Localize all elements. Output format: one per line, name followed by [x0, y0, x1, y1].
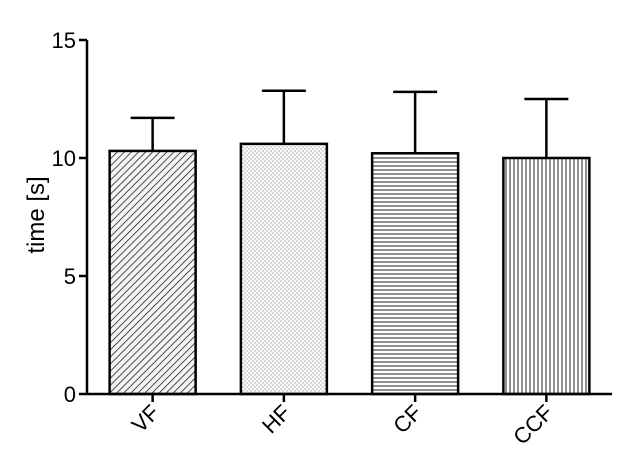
- bar-vf: [108, 149, 197, 396]
- x-tick-label-vf: VF: [127, 400, 165, 438]
- x-axis: VF HF CF CCF: [87, 392, 612, 450]
- y-tick-label: 5: [64, 264, 76, 289]
- bar-cf: [370, 152, 460, 396]
- bar-ccf: [502, 156, 591, 396]
- x-tick-label-hf: HF: [257, 400, 295, 438]
- bar-hf: [239, 142, 329, 396]
- y-tick-label: 15: [52, 28, 76, 53]
- y-tick-label: 0: [64, 382, 76, 407]
- y-axis-title: time [s]: [23, 176, 50, 253]
- x-tick-label-cf: CF: [388, 400, 426, 438]
- bars-group: [108, 89, 591, 396]
- y-tick-label: 10: [52, 146, 76, 171]
- y-axis: 0 5 10 15: [52, 28, 89, 407]
- x-tick-label-ccf: CCF: [508, 400, 558, 450]
